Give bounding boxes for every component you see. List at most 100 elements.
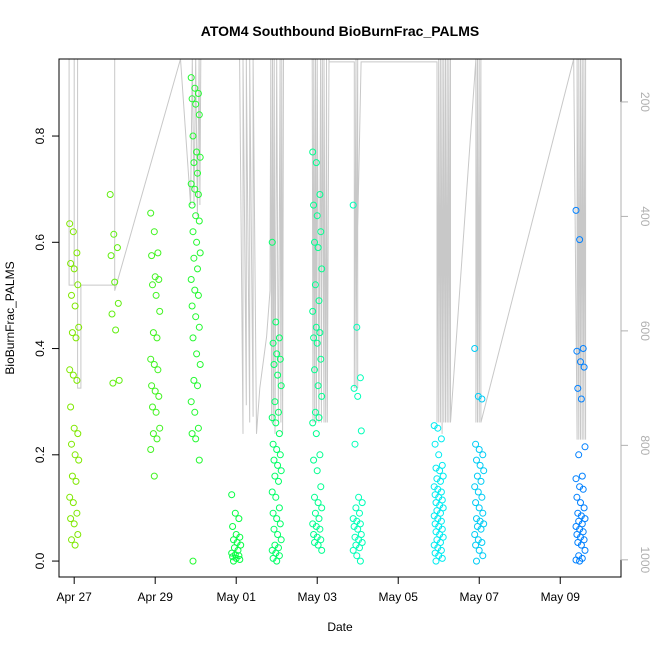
y2-tick-label: 400 bbox=[638, 206, 650, 226]
data-point bbox=[274, 531, 282, 538]
data-point bbox=[68, 440, 75, 448]
data-point bbox=[581, 443, 589, 451]
data-point bbox=[437, 546, 445, 554]
data-point bbox=[187, 398, 195, 406]
series-cluster bbox=[66, 220, 83, 549]
data-point bbox=[350, 384, 358, 392]
data-point bbox=[437, 477, 444, 485]
data-point bbox=[191, 84, 199, 92]
data-point bbox=[355, 493, 363, 501]
data-point bbox=[473, 472, 481, 480]
data-point bbox=[351, 440, 359, 448]
data-point bbox=[188, 201, 196, 209]
data-point bbox=[70, 424, 78, 432]
data-point bbox=[74, 531, 82, 538]
data-point bbox=[354, 525, 362, 533]
data-point bbox=[276, 451, 284, 459]
y-axis: 0.0 0.2 0.4 0.6 0.8 bbox=[33, 127, 60, 569]
data-point bbox=[579, 345, 587, 352]
data-point bbox=[471, 345, 479, 352]
data-point bbox=[313, 212, 321, 220]
data-point bbox=[187, 180, 195, 188]
x-tick-label: May 05 bbox=[379, 590, 419, 604]
data-point bbox=[70, 265, 78, 273]
data-point bbox=[432, 557, 440, 565]
data-point bbox=[111, 278, 119, 286]
data-point bbox=[477, 525, 485, 533]
data-point bbox=[271, 472, 279, 480]
data-point bbox=[316, 451, 324, 459]
y-tick-label: 0.2 bbox=[33, 446, 47, 463]
data-point bbox=[66, 366, 74, 374]
data-point bbox=[66, 220, 74, 228]
data-point bbox=[311, 408, 319, 416]
data-point bbox=[194, 90, 202, 97]
data-point bbox=[574, 384, 582, 392]
data-point bbox=[275, 504, 283, 512]
data-point bbox=[187, 74, 195, 82]
data-point bbox=[273, 350, 281, 358]
data-point bbox=[150, 472, 158, 480]
data-point bbox=[149, 403, 156, 411]
data-point bbox=[436, 467, 444, 475]
data-point bbox=[237, 541, 245, 549]
data-point bbox=[473, 456, 480, 464]
data-point bbox=[578, 472, 586, 480]
data-point bbox=[67, 515, 75, 523]
data-point bbox=[438, 461, 446, 469]
data-point bbox=[189, 132, 197, 140]
data-point bbox=[312, 430, 320, 438]
data-point bbox=[437, 539, 444, 546]
data-point bbox=[314, 244, 322, 252]
data-point bbox=[358, 499, 366, 507]
series-cluster bbox=[268, 238, 285, 565]
data-point bbox=[439, 472, 447, 480]
series-cluster bbox=[228, 491, 245, 565]
data-point bbox=[309, 307, 317, 315]
data-point bbox=[269, 509, 277, 517]
data-point bbox=[148, 252, 156, 260]
data-point bbox=[352, 504, 360, 512]
data-point bbox=[472, 499, 480, 507]
data-point bbox=[230, 557, 237, 565]
data-points bbox=[66, 74, 589, 565]
data-point bbox=[274, 371, 282, 379]
data-point bbox=[71, 541, 79, 549]
data-point bbox=[577, 499, 584, 507]
data-point bbox=[315, 297, 323, 305]
data-point bbox=[71, 451, 79, 459]
x-tick-label: May 03 bbox=[298, 590, 338, 604]
data-point bbox=[155, 392, 163, 400]
data-point bbox=[72, 477, 80, 485]
data-point bbox=[75, 323, 83, 331]
data-point bbox=[474, 488, 482, 496]
data-point bbox=[471, 483, 479, 491]
series-cluster bbox=[471, 345, 488, 565]
y2-tick-label: 200 bbox=[638, 92, 650, 112]
data-point bbox=[273, 557, 281, 565]
data-point bbox=[575, 451, 583, 459]
data-point bbox=[577, 358, 584, 366]
y-axis-label: BioBurnFrac_PALMS bbox=[3, 261, 17, 374]
data-point bbox=[196, 361, 204, 368]
data-point bbox=[148, 382, 156, 390]
data-point bbox=[276, 520, 284, 528]
data-point bbox=[277, 467, 285, 475]
data-point bbox=[235, 515, 243, 523]
data-point bbox=[156, 424, 164, 432]
data-point bbox=[437, 488, 445, 496]
data-point bbox=[580, 363, 588, 371]
data-point bbox=[195, 217, 203, 225]
data-point bbox=[72, 334, 80, 342]
data-point bbox=[437, 435, 445, 443]
data-point bbox=[275, 408, 282, 416]
data-point bbox=[149, 430, 157, 438]
data-point bbox=[191, 286, 199, 294]
data-point bbox=[310, 456, 318, 464]
data-point bbox=[573, 493, 581, 501]
data-point bbox=[147, 446, 155, 453]
x-tick-label: May 07 bbox=[460, 590, 500, 604]
data-point bbox=[572, 475, 580, 483]
data-point bbox=[194, 291, 202, 299]
